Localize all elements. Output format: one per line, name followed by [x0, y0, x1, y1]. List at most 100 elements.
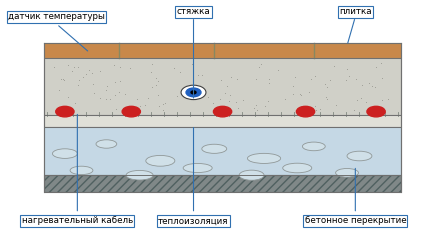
Ellipse shape: [239, 170, 264, 180]
Point: [289, 92, 296, 96]
Point: [358, 96, 365, 100]
Point: [204, 95, 211, 99]
Text: стяжка: стяжка: [177, 7, 210, 17]
Point: [313, 108, 319, 112]
Bar: [44, 115, 401, 127]
Point: [264, 99, 271, 103]
Point: [104, 84, 111, 88]
Point: [312, 104, 319, 108]
Point: [61, 78, 68, 82]
Ellipse shape: [146, 156, 175, 166]
Ellipse shape: [70, 166, 93, 175]
Point: [227, 75, 234, 78]
Point: [156, 104, 163, 108]
Point: [160, 102, 166, 106]
Point: [297, 92, 304, 96]
Point: [233, 77, 240, 81]
Point: [332, 103, 339, 107]
Point: [162, 101, 169, 105]
Point: [217, 97, 224, 101]
Point: [292, 75, 298, 79]
Point: [331, 64, 338, 68]
Point: [89, 71, 95, 75]
Ellipse shape: [202, 144, 227, 153]
Point: [74, 66, 81, 69]
Point: [210, 101, 217, 105]
Point: [155, 93, 162, 97]
Point: [121, 92, 128, 96]
Point: [160, 108, 166, 112]
Point: [71, 102, 78, 105]
Point: [257, 62, 264, 66]
Ellipse shape: [126, 170, 153, 180]
Ellipse shape: [52, 149, 77, 158]
Point: [253, 103, 260, 107]
Point: [324, 85, 331, 89]
Point: [311, 74, 318, 78]
Circle shape: [213, 106, 232, 117]
Bar: [44, 58, 401, 115]
Point: [69, 69, 76, 73]
Point: [117, 66, 123, 69]
Point: [60, 77, 67, 81]
Point: [222, 91, 229, 95]
Point: [153, 84, 160, 87]
Point: [137, 104, 144, 108]
Point: [266, 77, 273, 80]
Point: [306, 90, 313, 93]
Text: плитка: плитка: [339, 7, 372, 17]
Point: [102, 88, 109, 92]
Point: [343, 78, 350, 82]
Point: [233, 100, 240, 104]
Point: [176, 70, 183, 74]
Point: [326, 78, 333, 82]
Point: [65, 95, 72, 99]
Point: [372, 85, 379, 89]
Point: [322, 82, 329, 86]
Point: [170, 66, 177, 70]
Ellipse shape: [302, 142, 325, 151]
Point: [75, 78, 82, 82]
Circle shape: [186, 88, 201, 97]
Point: [86, 68, 92, 72]
Point: [102, 97, 109, 101]
Point: [227, 93, 234, 97]
Point: [144, 96, 151, 100]
Point: [240, 98, 247, 102]
Text: теплоизоляция: теплоизоляция: [158, 216, 229, 225]
Point: [174, 94, 181, 98]
Point: [353, 98, 360, 102]
Point: [147, 70, 154, 74]
Point: [127, 66, 134, 70]
Point: [91, 91, 98, 95]
Point: [189, 62, 196, 66]
Point: [58, 77, 64, 81]
Point: [353, 78, 359, 81]
Text: бетонное перекрытие: бетонное перекрытие: [304, 216, 406, 225]
Point: [112, 80, 119, 84]
Point: [251, 106, 258, 110]
Point: [290, 84, 297, 88]
Ellipse shape: [247, 153, 281, 163]
Point: [148, 85, 155, 89]
Point: [141, 103, 148, 107]
Point: [226, 100, 233, 103]
Circle shape: [367, 106, 385, 117]
Point: [51, 65, 58, 69]
Point: [97, 69, 104, 73]
Point: [79, 75, 86, 79]
Circle shape: [122, 106, 141, 117]
Bar: [44, 175, 401, 192]
Text: нагревательный кабель: нагревательный кабель: [22, 216, 133, 225]
Point: [252, 78, 259, 81]
Point: [369, 84, 375, 88]
Point: [344, 67, 350, 71]
Point: [56, 89, 63, 92]
Point: [82, 72, 89, 76]
Point: [311, 74, 318, 78]
Point: [90, 82, 97, 86]
Text: датчик температуры: датчик температуры: [8, 12, 105, 21]
Point: [379, 98, 386, 102]
Ellipse shape: [283, 163, 312, 173]
Point: [134, 97, 141, 101]
